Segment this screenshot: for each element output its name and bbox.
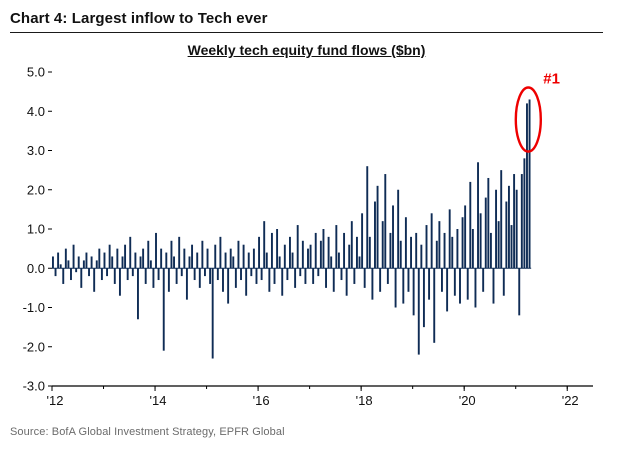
record-circle-annotation [514, 86, 542, 153]
svg-text:1.0: 1.0 [27, 222, 45, 237]
svg-text:-1.0: -1.0 [23, 300, 45, 315]
svg-text:'12: '12 [47, 393, 64, 408]
svg-text:2.0: 2.0 [27, 182, 45, 197]
svg-text:0.0: 0.0 [27, 261, 45, 276]
rank-annotation-label: #1 [543, 71, 560, 88]
svg-text:'20: '20 [459, 393, 476, 408]
source-note: Source: BofA Global Investment Strategy,… [10, 426, 285, 438]
svg-text:3.0: 3.0 [27, 143, 45, 158]
svg-text:'14: '14 [150, 393, 167, 408]
svg-text:-3.0: -3.0 [23, 379, 45, 394]
svg-text:-2.0: -2.0 [23, 339, 45, 354]
chart-area: '12 '14 '16 '18 '20 '22 5.0 4.0 3.0 2.0 1.0 0.0 -1.0… [10, 62, 605, 418]
page-title: Chart 4: Largest inflow to Tech ever [10, 10, 603, 33]
subtitle-row: Weekly tech equity fund flows ($bn) [10, 42, 603, 60]
svg-text:4.0: 4.0 [27, 104, 45, 119]
svg-text:'18: '18 [356, 393, 373, 408]
svg-text:'22: '22 [562, 393, 579, 408]
svg-text:'16: '16 [253, 393, 270, 408]
chart-subtitle: Weekly tech equity fund flows ($bn) [187, 42, 426, 58]
svg-text:5.0: 5.0 [27, 65, 45, 80]
chart-canvas: '12 '14 '16 '18 '20 '22 5.0 4.0 3.0 2.0 1.0 0.0 -1.0… [23, 65, 593, 408]
